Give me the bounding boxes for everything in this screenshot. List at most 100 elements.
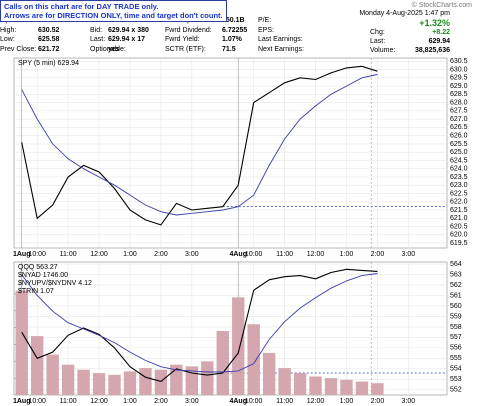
x-tick-label: 1Aug — [13, 251, 31, 258]
quote-date: Monday 4-Aug-2025 1:47 pm — [359, 10, 450, 17]
x-tick-label: 1:00 — [340, 398, 354, 405]
x-tick-label: 1:00 — [123, 398, 137, 405]
legend-entry: $TRIN 1.07 — [18, 288, 54, 295]
x-tick-label: 12:00 — [90, 251, 108, 258]
quote-label: Prev Close: — [0, 45, 37, 53]
quote-label: EPS: — [258, 26, 274, 34]
y-tick-label: 622.0 — [450, 199, 468, 206]
y-tick-label: 554 — [450, 366, 462, 373]
y-tick-label: 564 — [450, 261, 462, 268]
quote-label: High: — [0, 26, 17, 34]
x-tick-label: 10:00 — [245, 398, 263, 405]
x-tick-label: 4Aug — [229, 251, 247, 258]
x-tick-label: 12:00 — [90, 398, 108, 405]
note: Calls on this chart are for DAY TRADE on… — [0, 0, 227, 22]
y-tick-label: 624.0 — [450, 166, 468, 173]
y-tick-label: 621.0 — [450, 215, 468, 222]
quote-label: Fwrd Yield: — [165, 36, 200, 43]
volume-bar — [262, 352, 276, 395]
y-tick-label: 563 — [450, 271, 462, 278]
watermark: © StockCharts.com — [411, 2, 472, 9]
x-tick-label: 1:00 — [340, 251, 354, 258]
quote-label: Last: — [370, 38, 386, 45]
y-tick-label: 561 — [450, 292, 462, 299]
x-tick-label: 3:00 — [185, 398, 199, 405]
y-tick-label: 562 — [450, 282, 462, 289]
volume-bar — [216, 331, 229, 395]
plot-area — [13, 57, 448, 249]
note-line: Calls on this chart are for DAY TRADE on… — [4, 2, 159, 11]
quote-value: yes — [108, 45, 120, 53]
quote-value: 38,825,636 — [414, 47, 450, 54]
quote-label: Fwrd Dividend: — [165, 26, 212, 34]
legend-entry: QQQ 563.27 — [18, 264, 58, 271]
quote-label: Chg: — [370, 29, 385, 36]
x-tick-label: 12:00 — [307, 398, 325, 405]
volume-bar — [309, 376, 322, 395]
volume-bar — [232, 297, 245, 395]
quote-label: SCTR (ETF): — [165, 45, 206, 53]
y-tick-label: 555 — [450, 355, 462, 362]
quote-value: +8.22 — [432, 29, 450, 36]
y-tick-label: 559 — [450, 313, 462, 320]
x-tick-label: 12:00 — [307, 251, 325, 258]
y-tick-label: 558 — [450, 324, 462, 331]
x-tick-label: 11:00 — [276, 251, 293, 258]
y-tick-label: 619.5 — [450, 240, 468, 247]
y-tick-label: 626.0 — [450, 132, 468, 139]
y-tick-label: 629.5 — [450, 75, 468, 82]
x-tick-label: 4Aug — [229, 398, 247, 405]
legend-entry: $NYAD 1746.00 — [18, 272, 68, 279]
y-tick-label: 556 — [450, 345, 462, 352]
x-tick-label: 2:00 — [371, 398, 385, 405]
x-tick-label: 3:00 — [402, 398, 416, 405]
volume-bar — [293, 373, 307, 395]
y-tick-label: 625.5 — [450, 141, 468, 148]
volume-bar — [154, 369, 168, 395]
y-tick-label: 627.5 — [450, 108, 468, 115]
quote-label: Bid: — [90, 26, 103, 34]
quote-value: 6.72255 — [222, 26, 248, 34]
legend-entry: SPY (5 min) 629.94 — [18, 60, 79, 67]
quote-label: Next Earnings: — [258, 45, 304, 53]
volume-bar — [201, 361, 214, 395]
volume-bar — [278, 368, 291, 395]
volume-bar — [108, 374, 121, 395]
note-line: Arrows are for DIRECTION ONLY, time and … — [4, 11, 223, 20]
quote-value: 625.58 — [38, 36, 60, 43]
y-tick-label: 630.0 — [450, 66, 468, 73]
price-line — [21, 74, 378, 216]
y-tick-label: 621.5 — [450, 207, 468, 214]
y-tick-label: 623.0 — [450, 182, 468, 189]
volume-bar — [355, 381, 369, 395]
x-tick-label: 2:00 — [371, 251, 385, 258]
x-tick-label: 11:00 — [276, 398, 293, 405]
y-tick-label: 620.0 — [450, 232, 468, 239]
x-tick-label: 1:00 — [123, 251, 137, 258]
quote-value: 1.07% — [222, 36, 242, 43]
quote-value: 71.5 — [222, 45, 236, 53]
y-tick-label: 628.0 — [450, 99, 468, 106]
volume-bar — [92, 373, 106, 395]
volume-bar — [15, 290, 28, 395]
x-tick-label: 3:00 — [402, 251, 416, 258]
price-line — [21, 268, 378, 383]
quote-label: Low: — [0, 36, 15, 43]
x-tick-label: 11:00 — [60, 398, 77, 405]
x-tick-label: 2:00 — [154, 398, 168, 405]
y-tick-label: 624.5 — [450, 157, 468, 164]
y-tick-label: 628.5 — [450, 91, 468, 98]
volume-bar — [340, 379, 353, 395]
volume-bar — [371, 383, 384, 395]
y-tick-label: 630.5 — [450, 58, 468, 65]
volume-bar — [61, 364, 75, 395]
x-tick-label: 1Aug — [13, 398, 31, 405]
volume-bar — [139, 368, 152, 395]
quote-value: 650.1B — [222, 17, 245, 24]
quote-label: Volume: — [370, 47, 396, 54]
volume-bar — [247, 324, 260, 395]
x-tick-label: 11:00 — [60, 251, 77, 258]
x-tick-label: 10:00 — [245, 251, 263, 258]
